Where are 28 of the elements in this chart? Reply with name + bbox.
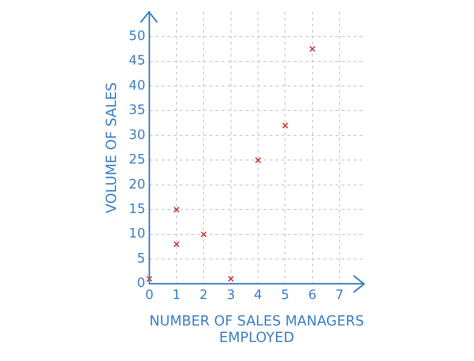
y-tick-label: 40 <box>128 78 146 94</box>
x-tick-label: 4 <box>254 288 262 303</box>
x-tick-label: 1 <box>172 288 181 303</box>
point <box>309 46 316 52</box>
x-axis-title: NUMBER OF SALES MANAGERS EMPLOYED <box>149 313 364 346</box>
y-tick-label: 15 <box>128 202 146 217</box>
y-tick-label: 50 <box>128 28 146 44</box>
y-tick-label: 10 <box>128 226 146 242</box>
y-axis-title: VOLUME OF SALES <box>104 82 120 214</box>
y-tick-label: 5 <box>137 251 146 266</box>
y-tick-label: 0 <box>137 276 146 292</box>
point <box>146 276 152 282</box>
point <box>173 206 180 213</box>
x-tick-label: 6 <box>308 288 317 303</box>
x-tick-label: 3 <box>226 288 235 303</box>
y-tick-label: 30 <box>128 128 146 143</box>
y-tick-label: 25 <box>128 152 146 168</box>
x-tick-label: 2 <box>200 288 208 303</box>
point <box>282 122 288 129</box>
point <box>254 157 262 164</box>
y-tick-label: 35 <box>128 103 146 118</box>
y-tick-label: 45 <box>128 54 146 69</box>
y-tick-label: 20 <box>128 177 146 192</box>
point <box>200 231 207 238</box>
point <box>173 241 180 248</box>
x-tick-label: 7 <box>335 288 344 303</box>
point <box>228 276 234 282</box>
x-tick-label: 5 <box>281 288 290 303</box>
